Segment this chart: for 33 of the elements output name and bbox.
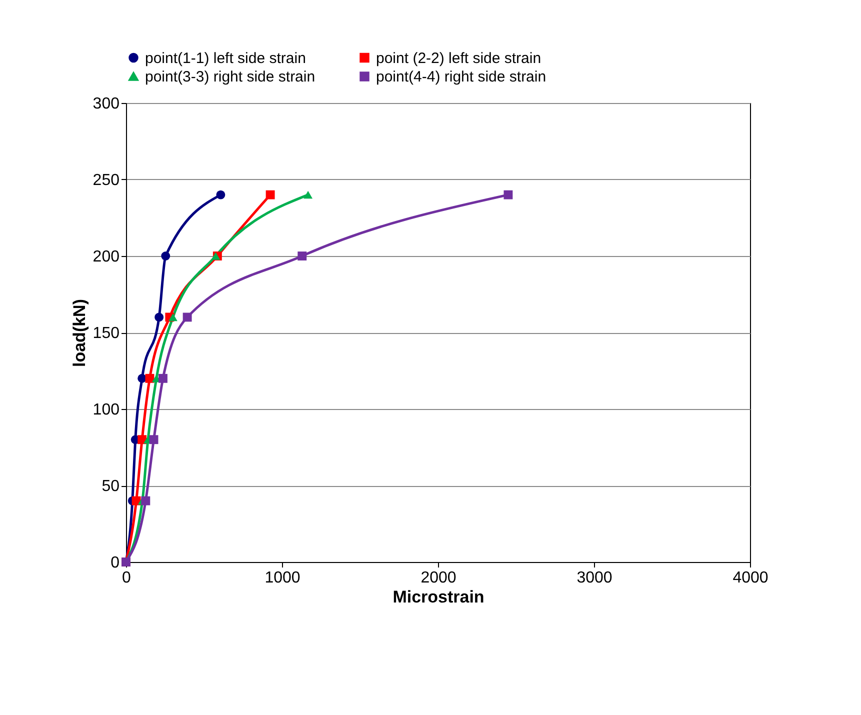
- legend-label: point(3-3) right side strain: [145, 68, 316, 86]
- point: [149, 435, 158, 444]
- x-tick-label: 2000: [420, 570, 456, 586]
- y-tick-label: 0: [110, 554, 120, 572]
- x-tick-label: 4000: [732, 570, 768, 586]
- point: [154, 312, 164, 322]
- point: [216, 190, 226, 200]
- point: [304, 190, 313, 199]
- y-tick-label: 200: [92, 248, 120, 266]
- point: [168, 313, 178, 322]
- point: [141, 496, 150, 506]
- x-tick-label: 0: [122, 570, 132, 586]
- point: [158, 374, 168, 383]
- y-tick-label: 300: [92, 96, 120, 112]
- legend-label: point (2-2) left side strain: [376, 50, 542, 67]
- y-tick-label: 150: [92, 325, 120, 342]
- y-tick-label: 50: [102, 478, 120, 495]
- y-axis-title: load(kN): [70, 299, 89, 367]
- legend-label: point(1-1) left side strain: [145, 50, 306, 67]
- point: [182, 312, 192, 322]
- point: [132, 496, 141, 506]
- point: [298, 252, 307, 260]
- x-tick-label: 3000: [576, 570, 612, 586]
- y-tick-label: 100: [92, 402, 120, 418]
- x-axis-title: Microstrain: [392, 588, 484, 606]
- y-tick-label: 250: [92, 172, 120, 189]
- x-tick-label: 1000: [264, 570, 300, 586]
- point: [145, 374, 154, 383]
- point: [161, 252, 170, 260]
- point: [266, 190, 275, 200]
- legend-label: point(4-4) right side strain: [376, 68, 546, 86]
- point: [504, 190, 513, 200]
- point: [138, 435, 147, 444]
